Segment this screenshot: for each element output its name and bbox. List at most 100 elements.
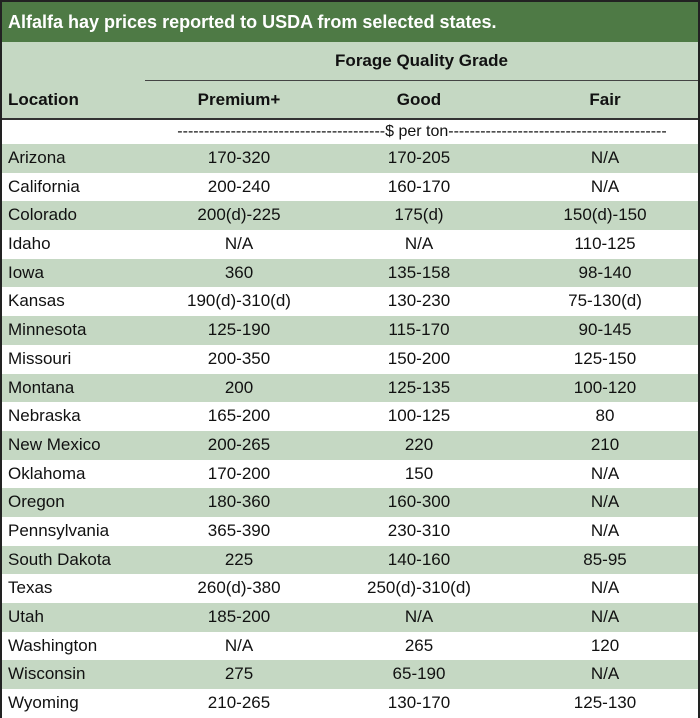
cell-premium: 225 — [224, 549, 254, 569]
cell-fair: 100-120 — [573, 377, 637, 397]
cell-location: Wisconsin — [8, 664, 86, 684]
cell-good: 150-200 — [387, 348, 451, 368]
table-row: Oklahoma 170-200 150 N/A — [2, 459, 698, 489]
cell-location: Pennsylvania — [8, 520, 110, 540]
cell-good: 250(d)-310(d) — [367, 578, 471, 598]
cell-location: Washington — [8, 635, 98, 655]
cell-location: Arizona — [8, 148, 66, 167]
cell-premium: 185-200 — [207, 607, 271, 626]
cell-fair: N/A — [590, 578, 620, 598]
table-row: Idaho N/A N/A 110-125 — [2, 230, 698, 259]
table-row: Wisconsin 275 65-190 N/A — [2, 660, 698, 690]
cell-location: Wyoming — [8, 693, 79, 713]
cell-premium: N/A — [224, 635, 254, 655]
table-row: Missouri 200-350 150-200 125-150 — [2, 344, 698, 374]
cell-good: N/A — [404, 607, 434, 626]
cell-fair: 98-140 — [578, 262, 632, 282]
cell-fair: 150(d)-150 — [563, 205, 647, 225]
cell-fair: 110-125 — [574, 234, 636, 254]
cell-fair: N/A — [590, 176, 620, 196]
cell-location: Montana — [8, 377, 75, 397]
header-divider — [2, 118, 698, 120]
cell-premium: 365-390 — [207, 520, 271, 540]
cell-premium: 360 — [224, 262, 254, 282]
cell-good: 160-170 — [387, 176, 451, 196]
cell-premium: 275 — [224, 664, 254, 684]
cell-good: N/A — [404, 234, 434, 254]
column-header-location: Location — [8, 90, 79, 109]
cell-good: 220 — [404, 434, 434, 454]
cell-location: Kansas — [8, 291, 65, 311]
group-header-rule — [145, 80, 698, 81]
cell-good: 230-310 — [387, 520, 451, 540]
table-row: Wyoming 210-265 130-170 125-130 — [2, 689, 698, 718]
cell-premium: 170-320 — [207, 148, 271, 167]
cell-fair: N/A — [590, 492, 620, 512]
cell-location: Oregon — [8, 492, 65, 512]
cell-good: 115-170 — [388, 320, 450, 340]
cell-location: Idaho — [8, 234, 51, 254]
cell-fair: 75-130(d) — [568, 291, 642, 311]
table-row: Nebraska 165-200 100-125 80 — [2, 402, 698, 431]
cell-good: 170-205 — [387, 148, 451, 167]
cell-fair: 85-95 — [583, 549, 627, 569]
table-header: Forage Quality Grade Location Premium+ G… — [2, 42, 698, 118]
cell-fair: 120 — [590, 635, 620, 655]
column-header-fair: Fair — [589, 90, 621, 109]
cell-good: 100-125 — [387, 406, 451, 426]
cell-location: Colorado — [8, 205, 77, 225]
table-row: New Mexico 200-265 220 210 — [2, 430, 698, 460]
cell-premium: 190(d)-310(d) — [187, 291, 291, 311]
table-title: Alfalfa hay prices reported to USDA from… — [2, 2, 698, 42]
cell-fair: 210 — [590, 434, 620, 454]
cell-premium: 165-200 — [207, 406, 271, 426]
column-header-premium: Premium+ — [197, 90, 281, 109]
cell-premium: N/A — [224, 234, 254, 254]
cell-fair: N/A — [590, 520, 620, 540]
cell-premium: 200-265 — [207, 434, 271, 454]
table-body: Arizona 170-320 170-205 N/A California 200-24… — [2, 144, 698, 718]
table-row: California 200-240 160-170 N/A — [2, 172, 698, 202]
cell-good: 160-300 — [387, 492, 451, 512]
table-row: Oregon 180-360 160-300 N/A — [2, 488, 698, 517]
cell-good: 140-160 — [387, 549, 451, 569]
cell-fair: N/A — [590, 664, 620, 684]
cell-location: Utah — [8, 607, 44, 626]
cell-location: Texas — [8, 578, 53, 598]
cell-location: South Dakota — [8, 549, 112, 569]
cell-good: 125-135 — [387, 377, 451, 397]
cell-premium: 200-240 — [207, 176, 271, 196]
cell-fair: N/A — [590, 463, 620, 483]
table-row: Minnesota 125-190 115-170 90-145 — [2, 316, 698, 345]
group-header-forage-quality: Forage Quality Grade — [335, 51, 508, 70]
cell-location: Oklahoma — [8, 463, 86, 483]
table-row: Texas 260(d)-380 250(d)-310(d) N/A — [2, 574, 698, 603]
cell-fair: 80 — [595, 406, 615, 426]
table-row: Montana 200 125-135 100-120 — [2, 373, 698, 403]
cell-good: 130-230 — [387, 291, 451, 311]
column-header-good: Good — [396, 90, 442, 109]
cell-good: 135-158 — [387, 262, 451, 282]
cell-location: Iowa — [8, 262, 44, 282]
cell-premium: 200 — [224, 377, 254, 397]
table-row: Washington N/A 265 120 — [2, 631, 698, 661]
cell-location: Nebraska — [8, 406, 81, 426]
cell-location: California — [8, 176, 80, 196]
table-row: Utah 185-200 N/A N/A — [2, 603, 698, 632]
cell-premium: 200-350 — [207, 348, 271, 368]
cell-good: 130-170 — [387, 693, 451, 713]
table-row: South Dakota 225 140-160 85-95 — [2, 545, 698, 575]
cell-premium: 260(d)-380 — [197, 578, 281, 598]
unit-label: ---------------------------------------$… — [177, 123, 667, 140]
table-row: Colorado 200(d)-225 175(d) 150(d)-150 — [2, 201, 698, 231]
cell-location: Missouri — [8, 348, 72, 368]
cell-premium: 125-190 — [207, 320, 271, 340]
table-row: Kansas 190(d)-310(d) 130-230 75-130(d) — [2, 287, 698, 317]
cell-good: 175(d) — [394, 205, 444, 225]
table-row: Pennsylvania 365-390 230-310 N/A — [2, 516, 698, 546]
cell-premium: 170-200 — [207, 463, 271, 483]
cell-premium: 210-265 — [207, 693, 271, 713]
cell-premium: 200(d)-225 — [197, 205, 281, 225]
cell-good: 265 — [404, 635, 434, 655]
